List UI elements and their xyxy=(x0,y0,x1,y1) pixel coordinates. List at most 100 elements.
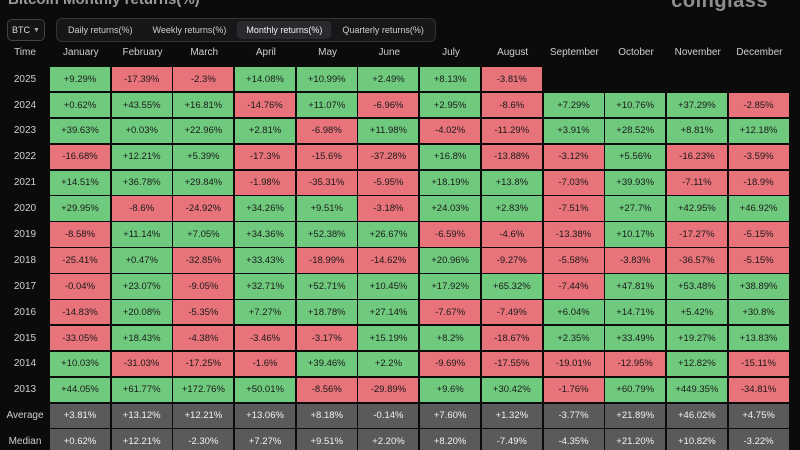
return-cell[interactable]: -25.41% xyxy=(50,248,110,273)
return-cell[interactable]: +36.78% xyxy=(111,170,172,195)
return-cell[interactable]: +10.03% xyxy=(50,351,110,377)
return-cell[interactable]: +21.20% xyxy=(605,429,666,450)
return-cell[interactable]: -24.92% xyxy=(173,196,234,221)
return-cell[interactable]: +22.96% xyxy=(173,118,234,144)
return-cell[interactable]: +5.39% xyxy=(173,144,234,170)
return-cell[interactable]: +34.36% xyxy=(235,222,296,247)
return-cell[interactable]: -35.31% xyxy=(296,170,357,195)
return-cell[interactable]: -4.35% xyxy=(543,429,604,450)
return-cell[interactable]: -2.30% xyxy=(173,429,234,450)
return-cell[interactable]: -17.3% xyxy=(235,144,296,170)
return-cell[interactable]: -18.67% xyxy=(481,325,542,351)
asset-select[interactable]: BTC ▼ xyxy=(7,19,45,41)
return-cell[interactable]: -11.29% xyxy=(481,118,542,144)
return-cell[interactable]: +27.14% xyxy=(358,300,419,325)
return-cell[interactable]: +7.05% xyxy=(173,222,234,247)
return-cell[interactable]: +14.08% xyxy=(235,67,296,92)
column-header-september[interactable]: September xyxy=(549,47,599,58)
return-cell[interactable]: +12.21% xyxy=(173,403,234,428)
column-header-april[interactable]: April xyxy=(255,47,276,58)
return-cell[interactable]: +8.13% xyxy=(420,67,481,92)
return-cell[interactable]: -3.59% xyxy=(728,144,789,170)
return-cell[interactable]: -9.27% xyxy=(481,248,542,273)
column-header-january[interactable]: January xyxy=(63,47,99,58)
column-header-december[interactable]: December xyxy=(736,47,783,58)
return-cell[interactable]: +11.98% xyxy=(358,118,419,144)
return-cell[interactable]: -5.15% xyxy=(728,222,789,247)
return-cell[interactable]: +8.18% xyxy=(296,403,357,428)
return-cell[interactable]: +32.71% xyxy=(235,274,296,299)
return-cell[interactable]: +7.29% xyxy=(543,92,604,118)
return-cell[interactable]: -7.67% xyxy=(420,300,481,325)
return-cell[interactable]: -8.6% xyxy=(111,196,172,221)
return-cell[interactable]: -37.28% xyxy=(358,144,419,170)
return-cell[interactable]: +15.19% xyxy=(358,325,419,351)
return-cell[interactable]: -8.56% xyxy=(296,377,357,403)
return-cell[interactable]: -17.27% xyxy=(666,222,727,247)
return-cell[interactable]: +2.35% xyxy=(543,325,604,351)
return-cell[interactable]: -7.03% xyxy=(543,170,604,195)
return-cell[interactable]: -3.83% xyxy=(605,248,666,273)
return-cell[interactable]: -4.38% xyxy=(173,325,234,351)
return-cell[interactable]: +4.75% xyxy=(728,403,789,428)
return-cell[interactable]: +0.47% xyxy=(111,248,172,273)
return-cell[interactable]: -6.98% xyxy=(296,118,357,144)
return-cell[interactable]: -0.04% xyxy=(50,274,110,299)
return-cell[interactable]: +39.93% xyxy=(605,170,666,195)
return-cell[interactable]: +29.95% xyxy=(50,196,110,221)
return-cell[interactable]: +60.79% xyxy=(605,377,666,403)
return-cell[interactable]: -4.02% xyxy=(420,118,481,144)
return-cell[interactable]: -3.77% xyxy=(543,403,604,428)
return-cell[interactable]: +7.27% xyxy=(235,300,296,325)
return-cell[interactable]: +2.2% xyxy=(358,351,419,377)
return-cell[interactable]: +8.81% xyxy=(666,118,727,144)
return-cell[interactable]: -7.51% xyxy=(543,196,604,221)
return-cell[interactable]: +16.81% xyxy=(173,92,234,118)
return-cell[interactable]: +50.01% xyxy=(235,377,296,403)
return-cell[interactable]: -7.11% xyxy=(666,170,727,195)
return-cell[interactable]: +13.8% xyxy=(481,170,542,195)
column-header-july[interactable]: July xyxy=(442,47,460,58)
return-cell[interactable]: -3.12% xyxy=(543,144,604,170)
return-cell[interactable]: +20.96% xyxy=(420,248,481,273)
return-cell[interactable]: +29.84% xyxy=(173,170,234,195)
return-cell[interactable]: +30.42% xyxy=(481,377,542,403)
return-cell[interactable]: +37.29% xyxy=(666,92,727,118)
return-cell[interactable]: -3.46% xyxy=(235,325,296,351)
return-cell[interactable]: -5.35% xyxy=(173,300,234,325)
return-cell[interactable]: -8.58% xyxy=(50,222,110,247)
return-cell[interactable]: -3.22% xyxy=(728,429,789,450)
return-cell[interactable]: -2.85% xyxy=(728,92,789,118)
return-cell[interactable]: +18.43% xyxy=(111,325,172,351)
return-cell[interactable]: +5.42% xyxy=(666,300,727,325)
return-cell[interactable]: +33.43% xyxy=(235,248,296,273)
return-cell[interactable]: +24.03% xyxy=(420,196,481,221)
return-cell[interactable]: -32.85% xyxy=(173,248,234,273)
return-cell[interactable]: +7.27% xyxy=(235,429,296,450)
return-cell[interactable]: +2.49% xyxy=(358,67,419,92)
return-cell[interactable]: -0.14% xyxy=(358,403,419,428)
return-cell[interactable]: +10.45% xyxy=(358,274,419,299)
return-cell[interactable]: +0.62% xyxy=(50,92,110,118)
return-cell[interactable]: -5.15% xyxy=(728,248,789,273)
tab-weekly-returns[interactable]: Weekly returns(%) xyxy=(152,25,227,35)
return-cell[interactable]: -9.69% xyxy=(420,351,481,377)
return-cell[interactable]: +34.26% xyxy=(235,196,296,221)
return-cell[interactable]: +26.67% xyxy=(358,222,419,247)
return-cell[interactable]: -19.01% xyxy=(543,351,604,377)
return-cell[interactable]: -5.58% xyxy=(543,248,604,273)
return-cell[interactable]: +21.89% xyxy=(605,403,666,428)
return-cell[interactable]: +1.32% xyxy=(481,403,542,428)
return-cell[interactable]: -31.03% xyxy=(111,351,172,377)
return-cell[interactable]: +10.76% xyxy=(605,92,666,118)
return-cell[interactable]: +12.82% xyxy=(666,351,727,377)
return-cell[interactable]: -34.81% xyxy=(728,377,789,403)
return-cell[interactable]: +12.18% xyxy=(728,118,789,144)
return-cell[interactable]: +172.76% xyxy=(173,377,234,403)
return-cell[interactable]: -2.3% xyxy=(173,67,234,92)
return-cell[interactable]: +2.95% xyxy=(420,92,481,118)
return-cell[interactable]: -1.98% xyxy=(235,170,296,195)
return-cell[interactable]: +0.62% xyxy=(50,429,110,450)
return-cell[interactable]: -16.23% xyxy=(666,144,727,170)
column-header-november[interactable]: November xyxy=(674,47,721,58)
